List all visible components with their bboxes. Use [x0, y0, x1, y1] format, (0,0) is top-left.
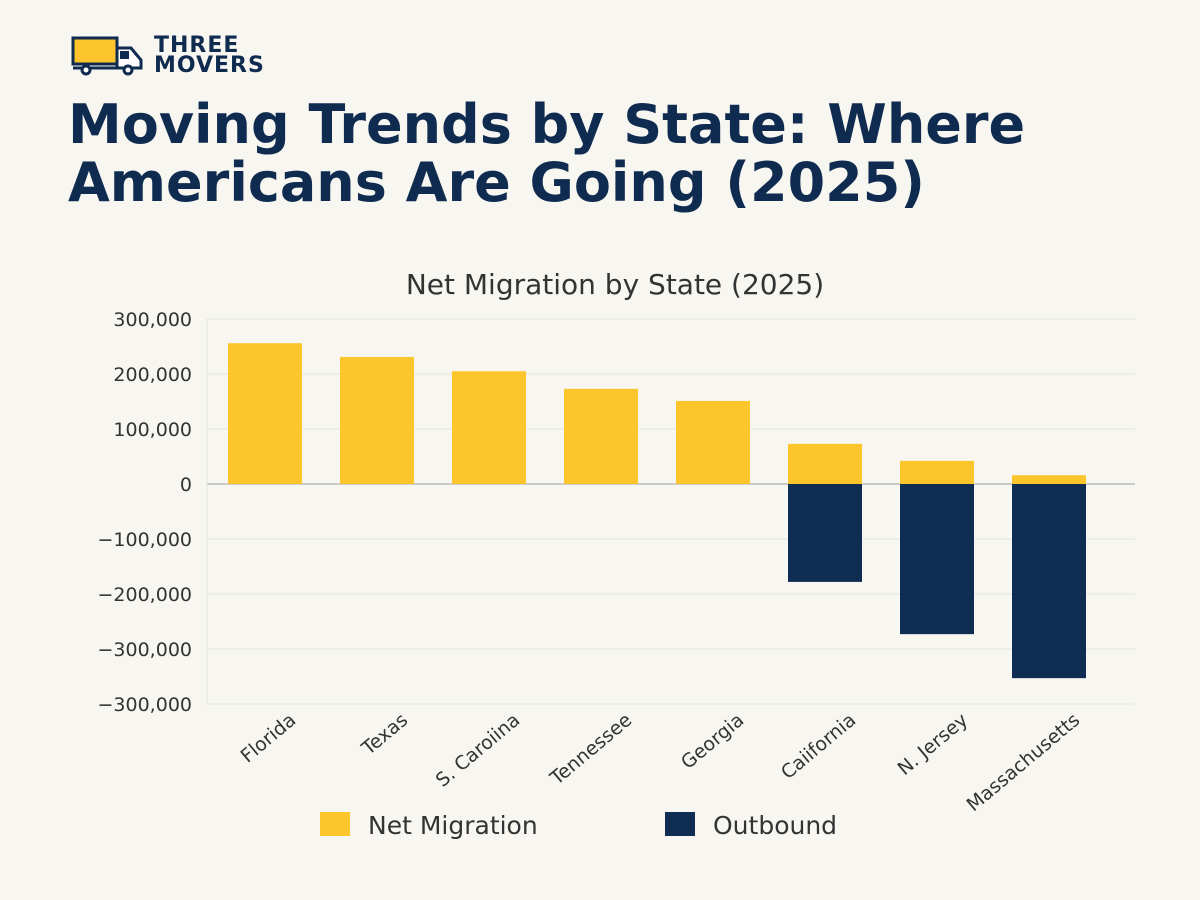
- bar-net-migration: [788, 443, 862, 484]
- bar-net-migration: [564, 388, 638, 484]
- bar-net-migration: [452, 371, 526, 484]
- bar-outbound: [788, 484, 862, 582]
- page-title: Moving Trends by State: Where Americans …: [68, 93, 1026, 214]
- x-tick-label: Massachusetts: [963, 709, 1085, 816]
- brand-logo: THREE MOVERS: [70, 33, 265, 78]
- x-tick-label: Tennessee: [545, 709, 636, 790]
- brand-line2: MOVERS: [154, 53, 265, 78]
- y-tick-label: 300,000: [113, 309, 192, 331]
- x-tick-label: Florida: [237, 709, 301, 767]
- x-tick-label: S. Caroiina: [432, 709, 525, 792]
- bar-net-migration: [228, 343, 302, 484]
- legend-swatch: [320, 812, 350, 836]
- y-tick-label: 100,000: [113, 419, 192, 441]
- bar-net-migration: [340, 356, 414, 484]
- y-tick-label: −200,000: [98, 584, 193, 606]
- bar-net-migration: [1012, 475, 1086, 484]
- y-tick-label: 200,000: [113, 364, 192, 386]
- legend-swatch: [665, 812, 695, 836]
- bar-net-migration: [900, 460, 974, 484]
- bar-outbound: [1012, 484, 1086, 679]
- bar-outbound: [900, 484, 974, 635]
- legend-label: Net Migration: [368, 811, 538, 840]
- x-tick-label: Georgia: [677, 709, 748, 774]
- x-tick-label: Texas: [357, 709, 412, 760]
- y-tick-label: −300,000: [98, 639, 193, 661]
- x-tick-label: Caiifornia: [777, 709, 860, 784]
- legend-label: Outbound: [713, 811, 837, 840]
- brand-line1: THREE: [154, 33, 240, 58]
- y-tick-label: 0: [180, 474, 192, 496]
- y-tick-label: −300,000: [98, 694, 193, 716]
- truck-icon: [71, 36, 143, 76]
- bar-net-migration: [676, 400, 750, 484]
- chart-title: Net Migration by State (2025): [406, 268, 824, 301]
- y-tick-label: −100,000: [98, 529, 193, 551]
- x-tick-label: N. Jersey: [894, 709, 973, 780]
